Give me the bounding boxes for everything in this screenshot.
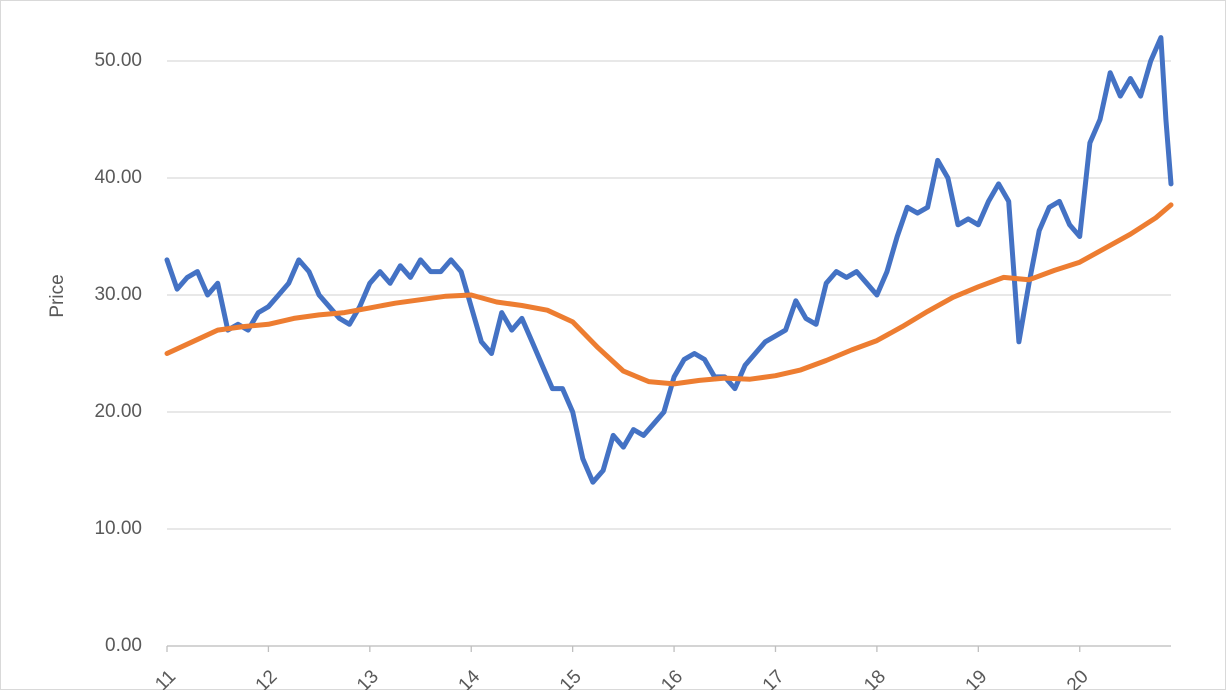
y-tick-label: 50.00 [94, 50, 142, 71]
y-tick-label: 30.00 [94, 284, 142, 305]
y-tick-label: 0.00 [105, 635, 142, 656]
series-line [164, 202, 1174, 387]
y-tick-label: 10.00 [94, 518, 142, 539]
y-tick-label: 40.00 [94, 167, 142, 188]
y-tick-label: 20.00 [94, 401, 142, 422]
y-axis-title: Price [47, 274, 68, 317]
